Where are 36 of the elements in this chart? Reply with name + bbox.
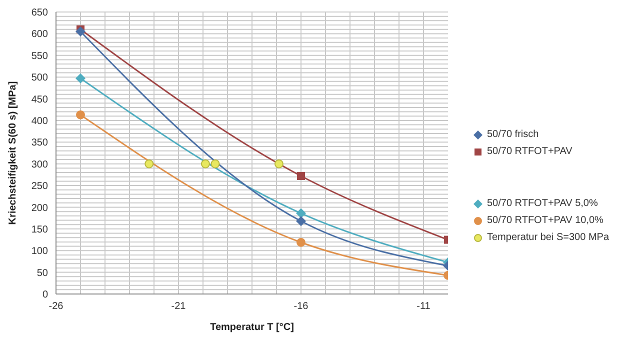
y-tick-label: 650 xyxy=(31,8,48,19)
y-tick-label: 550 xyxy=(31,50,48,62)
point xyxy=(296,216,306,226)
y-tick-label: 0 xyxy=(42,290,48,301)
legend-label: 50/70 RTFOT+PAV 10,0% xyxy=(487,215,604,226)
y-tick-label: 300 xyxy=(31,159,48,170)
x-axis-title: Temperatur T [°C] xyxy=(210,322,294,333)
y-tick-label: 250 xyxy=(31,181,48,192)
y-tick-label: 50 xyxy=(36,268,48,279)
point xyxy=(274,159,284,168)
point xyxy=(296,208,306,218)
y-tick-label: 600 xyxy=(31,29,48,40)
legend-label: 50/70 RTFOT+PAV xyxy=(487,146,572,157)
point xyxy=(144,159,154,168)
y-axis-title: Kriechsteifigkeit S(60 s) [MPa] xyxy=(8,81,19,225)
legend-label: Temperatur bei S=300 MPa xyxy=(487,232,610,243)
x-tick-label: -26 xyxy=(48,301,64,312)
legend-label: 50/70 frisch xyxy=(487,129,539,140)
point xyxy=(76,26,86,37)
y-tick-label: 400 xyxy=(31,116,48,128)
y-tick-label: 350 xyxy=(31,138,48,149)
y-tick-label: 100 xyxy=(31,246,48,258)
y-tick-label: 500 xyxy=(31,72,48,84)
y-tick-label: 200 xyxy=(31,202,48,214)
point xyxy=(210,159,220,168)
y-tick-label: 450 xyxy=(31,94,48,106)
point xyxy=(297,172,305,180)
point xyxy=(296,238,306,247)
x-tick-label: -16 xyxy=(294,301,309,312)
x-tick-label: -11 xyxy=(416,301,431,312)
point xyxy=(200,159,210,168)
legend-label: 50/70 RTFOT+PAV 5,0% xyxy=(487,198,598,209)
y-tick-label: 150 xyxy=(31,224,48,236)
point xyxy=(76,110,85,120)
x-tick-label: -21 xyxy=(171,301,186,312)
point xyxy=(76,73,86,84)
